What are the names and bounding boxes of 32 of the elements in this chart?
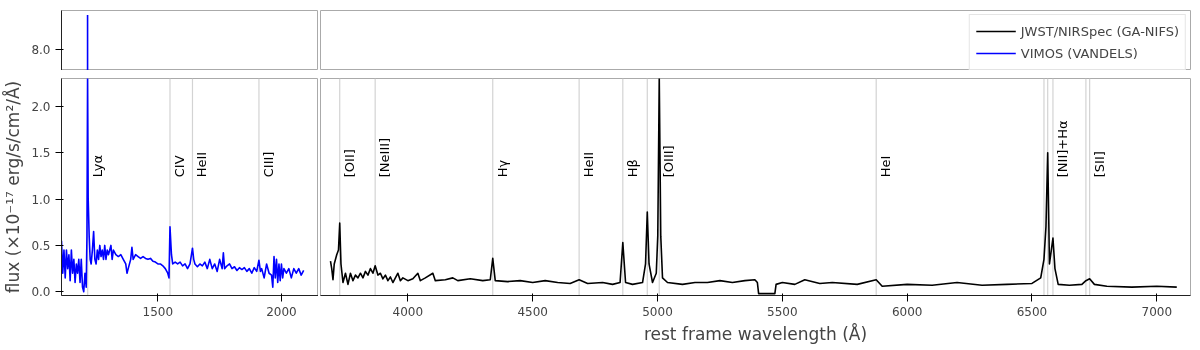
ref-line-label: HeI — [878, 155, 894, 178]
ref-line-label: HeII — [194, 151, 210, 178]
y-tick-label: 2.0 — [31, 99, 51, 114]
ref-line-label: [SII] — [1091, 151, 1107, 178]
ref-line-label: HeII — [581, 151, 597, 178]
x-tick-label: 7000 — [1141, 304, 1173, 319]
ref-line-label: Hβ — [624, 159, 640, 178]
text: 8.0 — [31, 42, 51, 57]
ref-line-label: [NII]+Hα — [1054, 120, 1070, 178]
y-tick-label: 1.0 — [31, 192, 51, 207]
ref-line-label: CIII] — [260, 151, 276, 178]
ref-line-label: [OIII] — [661, 145, 677, 178]
x-tick-label: 4000 — [392, 304, 424, 319]
ref-line-label: Lyα — [89, 154, 105, 178]
x-tick-label: 6000 — [891, 304, 923, 319]
y-axis-title: flux (×10⁻¹⁷ erg/s/cm²/Å) — [2, 80, 24, 294]
ref-line-label: Hγ — [494, 159, 510, 178]
legend-label: JWST/NIRSpec (GA-NIFS) — [1020, 23, 1179, 39]
y-tick-label: 0.5 — [31, 238, 51, 253]
x-tick-label: 5000 — [642, 304, 673, 319]
x-tick-label: 6500 — [1016, 304, 1048, 319]
y-tick-label: 0.0 — [31, 285, 51, 300]
x-tick-label: 1500 — [142, 304, 174, 319]
ref-line-label: [NeIII] — [377, 137, 393, 178]
ref-line-label: CIV — [171, 155, 187, 178]
y-tick-label: 1.5 — [31, 146, 51, 161]
x-tick-label: 2000 — [266, 304, 297, 319]
x-axis-title: rest frame wavelength (Å) — [643, 322, 868, 344]
x-tick-label: 5500 — [767, 304, 798, 319]
legend-label: VIMOS (VANDELS) — [1020, 45, 1138, 61]
x-tick-label: 4500 — [517, 304, 548, 319]
ref-line-label: [OII] — [341, 149, 357, 178]
